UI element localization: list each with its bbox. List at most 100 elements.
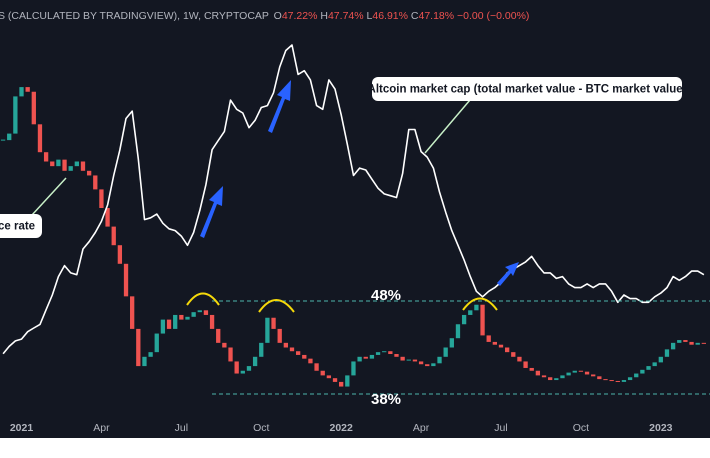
candle: [277, 328, 282, 343]
candle: [320, 370, 325, 376]
candle: [314, 363, 319, 371]
candle: [246, 366, 252, 371]
ohlc-key: L: [367, 10, 373, 22]
symbol-title: S (CALCULATED BY TRADINGVIEW), 1W, CRYPT…: [0, 10, 269, 22]
candle: [498, 344, 504, 348]
annotation: ce rate: [0, 221, 35, 233]
x-tick-label: Jul: [494, 422, 507, 434]
candle: [474, 304, 479, 311]
candles: [0, 87, 707, 387]
arrow: [200, 186, 223, 238]
candle: [295, 351, 301, 355]
callout-pointer: [31, 177, 67, 216]
candle: [68, 166, 73, 171]
candle: [117, 245, 123, 264]
ohlc-value: 47.18%: [419, 10, 455, 22]
candle: [148, 352, 153, 357]
candle: [154, 333, 159, 353]
candle: [670, 342, 676, 350]
candle: [461, 314, 467, 325]
line-series: [2, 44, 705, 355]
callout-box: [372, 77, 682, 101]
candle: [400, 356, 405, 361]
candle: [357, 356, 362, 362]
candle: [634, 373, 639, 378]
candle: [455, 324, 461, 339]
candle: [443, 347, 448, 357]
candle: [37, 124, 43, 153]
candle: [283, 342, 288, 348]
candle: [43, 152, 49, 162]
candle: [216, 328, 221, 343]
candle: [25, 87, 30, 92]
candle: [31, 91, 36, 125]
candle: [425, 364, 430, 367]
level-label: 48%: [371, 287, 401, 304]
candle: [228, 347, 233, 362]
level-label: 38%: [371, 391, 401, 408]
candle: [597, 376, 602, 380]
candle: [375, 352, 381, 355]
candle: [259, 342, 264, 357]
candle: [560, 375, 565, 379]
candle: [19, 87, 24, 97]
candle: [339, 381, 344, 387]
candle: [382, 351, 387, 353]
candle: [0, 139, 6, 141]
candle: [640, 369, 645, 374]
candle: [203, 310, 209, 315]
candle: [591, 374, 596, 377]
x-tick-label: Apr: [93, 422, 110, 434]
candle: [388, 351, 393, 355]
levels: 48% 38%: [212, 287, 710, 408]
candle: [554, 378, 559, 381]
header: S (CALCULATED BY TRADINGVIEW), 1W, CRYPT…: [0, 10, 529, 22]
candle: [105, 208, 110, 227]
candle: [492, 341, 497, 345]
candle: [308, 358, 313, 364]
candle: [209, 314, 215, 329]
candle: [517, 356, 522, 362]
candle: [197, 310, 202, 313]
candle: [621, 380, 627, 382]
candle: [394, 354, 399, 357]
highlight-arc: [462, 297, 498, 311]
x-tick-label: 2021: [10, 422, 34, 434]
candle: [689, 341, 694, 345]
arrow: [268, 80, 291, 133]
candle: [548, 377, 553, 381]
x-tick-label: Apr: [413, 422, 430, 434]
candle: [234, 361, 239, 374]
candle: [578, 370, 584, 372]
candle: [609, 380, 614, 382]
candle: [185, 316, 190, 320]
candle: [80, 161, 86, 171]
candle: [418, 361, 424, 365]
candle: [50, 161, 55, 167]
candle: [86, 170, 92, 176]
ohlc-key: C: [411, 10, 419, 22]
candle: [664, 349, 670, 357]
candle: [449, 338, 454, 348]
candle: [406, 359, 411, 361]
candle: [566, 372, 571, 376]
candle: [332, 378, 338, 382]
ohlc-value: 46.91%: [372, 10, 408, 22]
candle: [7, 133, 12, 141]
candle: [369, 354, 375, 359]
candle: [504, 347, 510, 353]
ohlc-key: O: [274, 10, 282, 22]
candle: [535, 370, 541, 376]
ohlc-value: 47.22%: [282, 10, 318, 22]
candle: [363, 356, 368, 359]
candle: [160, 319, 166, 334]
candle: [265, 317, 270, 343]
x-tick-label: 2023: [649, 422, 673, 434]
candle: [412, 359, 418, 362]
annotation: Altcoin market cap (total market value -…: [368, 84, 687, 96]
candle: [62, 159, 67, 171]
candle: [615, 380, 620, 382]
candle: [431, 363, 436, 367]
